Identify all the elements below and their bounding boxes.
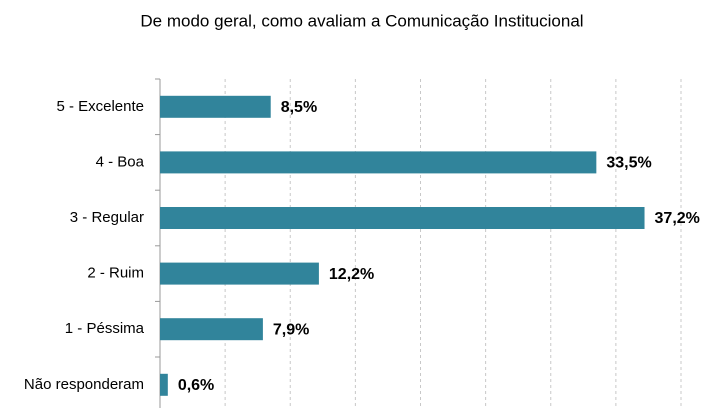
value-label: 0,6% bbox=[178, 377, 214, 394]
y-tick-label: 3 - Regular bbox=[70, 209, 144, 226]
value-label: 12,2% bbox=[329, 266, 374, 283]
bar bbox=[160, 151, 597, 174]
bar bbox=[160, 95, 271, 118]
bar bbox=[160, 262, 319, 285]
value-label: 7,9% bbox=[273, 321, 309, 338]
bar bbox=[160, 373, 168, 396]
y-tick-label: 5 - Excelente bbox=[56, 98, 144, 115]
chart-title: De modo geral, como avaliam a Comunicaçã… bbox=[140, 11, 583, 30]
y-tick-label: Não responderam bbox=[24, 376, 144, 393]
bar bbox=[160, 318, 263, 341]
value-label: 33,5% bbox=[606, 155, 651, 172]
bar bbox=[160, 207, 645, 229]
y-tick-label: 4 - Boa bbox=[96, 153, 145, 170]
value-label: 8,5% bbox=[281, 99, 317, 116]
y-tick-label: 2 - Ruim bbox=[87, 265, 144, 282]
value-label: 37,2% bbox=[655, 210, 700, 227]
y-tick-label: 1 - Péssima bbox=[65, 320, 145, 337]
